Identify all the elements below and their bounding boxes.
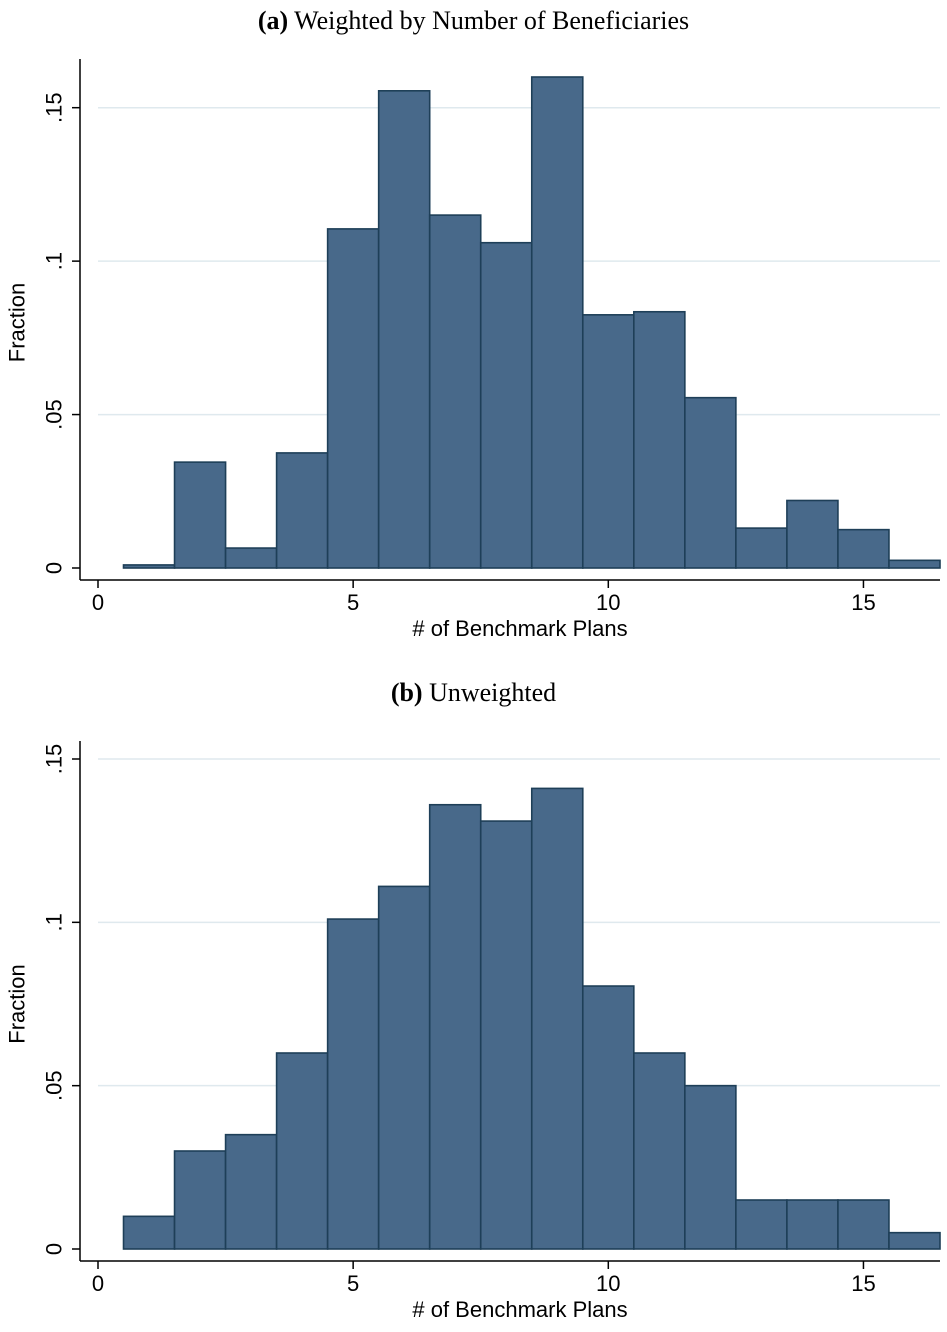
histogram-bar	[837, 528, 890, 569]
histogram-bar	[377, 90, 431, 569]
histogram-bar	[786, 1199, 839, 1250]
x-tick-label: 0	[92, 590, 104, 615]
x-axis-title: # of Benchmark Plans	[412, 1297, 627, 1322]
x-tick-label: 15	[851, 590, 875, 615]
histogram-bar	[786, 499, 839, 569]
y-tick-label: .1	[42, 252, 67, 270]
histogram-bar	[173, 1150, 227, 1250]
y-tick-label: .05	[42, 1070, 67, 1101]
y-axis-title: Fraction	[5, 283, 30, 362]
histogram-bar	[224, 1133, 278, 1250]
chart-title-text: Weighted by Number of Beneficiaries	[294, 6, 690, 35]
x-tick-label: 10	[596, 590, 620, 615]
histogram-bar	[581, 985, 635, 1250]
histogram-weighted: 0 .05 .1 .15 0 5 10 15 # of Benchmark Plans Fract…	[5, 59, 941, 641]
x-tick-label: 15	[851, 1271, 875, 1296]
histogram-bar	[530, 76, 584, 569]
histogram-bar	[581, 314, 635, 569]
histogram-bar	[735, 1199, 788, 1250]
x-tick-label: 0	[92, 1271, 104, 1296]
x-tick-label: 10	[596, 1271, 620, 1296]
histogram-bar	[633, 1052, 686, 1250]
histogram-bar	[428, 214, 482, 569]
histogram-bar	[173, 461, 227, 569]
histogram-bar	[684, 1084, 737, 1250]
y-tick-label: 0	[42, 562, 67, 574]
chart-title: (b) Unweighted	[0, 678, 947, 708]
x-tick-label: 5	[347, 590, 359, 615]
chart-title-prefix: (a)	[257, 6, 289, 35]
y-tick-label: .1	[42, 913, 67, 931]
x-axis-title: # of Benchmark Plans	[412, 616, 627, 641]
histogram-bar	[122, 564, 176, 569]
histogram-bar	[122, 1215, 176, 1250]
chart-panel-a: (a) Weighted by Number of Beneficiaries …	[0, 0, 947, 660]
chart-title-prefix: (b)	[390, 678, 423, 707]
histogram-bar	[888, 559, 941, 569]
histogram-bar	[479, 820, 533, 1250]
histogram-bar	[735, 527, 788, 569]
histogram-bar	[428, 803, 482, 1250]
histogram-bar	[224, 547, 278, 569]
histogram-bar	[377, 885, 431, 1250]
histogram-bar	[326, 228, 380, 569]
histogram-unweighted: 0 .05 .1 .15 0 5 10 15 # of Benchmark Plans Fract…	[5, 741, 941, 1322]
chart-title: (a) Weighted by Number of Beneficiaries	[0, 6, 947, 36]
histogram-bar	[326, 918, 380, 1250]
y-axis-title: Fraction	[5, 964, 30, 1043]
y-tick-label: .05	[42, 399, 67, 430]
histogram-bar	[684, 396, 737, 569]
histogram-bar	[530, 787, 584, 1250]
y-tick-label: 0	[42, 1243, 67, 1255]
y-tick-label: .15	[42, 744, 67, 775]
histogram-bar	[888, 1231, 941, 1250]
histogram-bar	[479, 241, 533, 569]
x-tick-label: 5	[347, 1271, 359, 1296]
y-tick-label: .15	[42, 92, 67, 123]
histogram-bar	[275, 452, 329, 569]
chart-title-text: Unweighted	[429, 678, 557, 707]
histogram-bar	[633, 310, 686, 569]
chart-panel-b: (b) Unweighted 0 .05 .1 .15 0 5 10 15 # of Bench…	[0, 672, 947, 1332]
histogram-bar	[837, 1199, 890, 1250]
histogram-bar	[275, 1052, 329, 1250]
